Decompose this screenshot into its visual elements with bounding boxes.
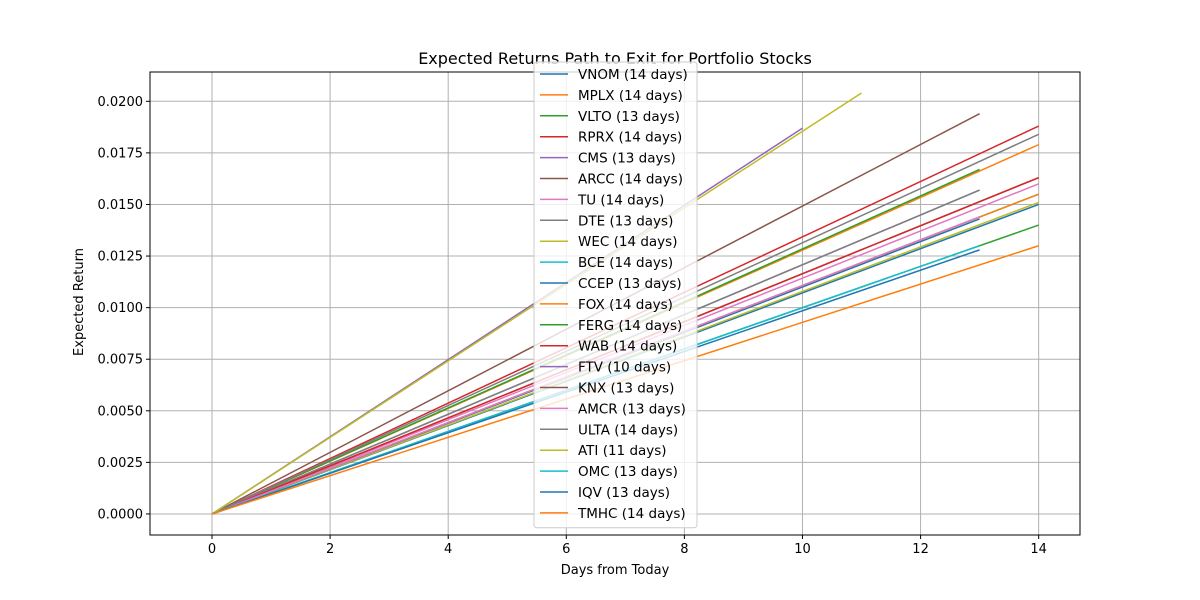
y-tick-label: 0.0075 (98, 353, 144, 368)
legend-label-omc: OMC (13 days) (578, 464, 678, 480)
x-tick-label: 0 (208, 542, 216, 557)
y-tick-label: 0.0175 (98, 146, 144, 161)
legend-label-ati: ATI (11 days) (578, 443, 667, 459)
x-tick-label: 2 (326, 542, 334, 557)
legend-label-ferg: FERG (14 days) (578, 318, 682, 334)
legend-label-mplx: MPLX (14 days) (578, 88, 683, 104)
legend-label-fox: FOX (14 days) (578, 297, 673, 313)
legend-label-ulta: ULTA (14 days) (578, 422, 678, 438)
y-axis: 0.0000 0.0025 0.0050 0.0075 0.0100 0.0125 0.01… (98, 95, 150, 522)
y-tick-label: 0.0125 (98, 250, 144, 265)
y-tick-label: 0.0025 (98, 456, 144, 471)
y-tick-label: 0.0150 (98, 198, 144, 213)
legend-label-cms: CMS (13 days) (578, 151, 676, 167)
legend-label-iqv: IQV (13 days) (578, 485, 670, 501)
y-axis-label: Expected Return (72, 248, 87, 356)
legend-label-dte: DTE (13 days) (578, 213, 673, 229)
x-tick-label: 6 (562, 542, 570, 557)
legend-label-tmhc: TMHC (14 days) (577, 506, 686, 522)
legend-label-amcr: AMCR (13 days) (578, 401, 686, 417)
legend-label-bce: BCE (14 days) (578, 255, 673, 271)
legend-label-rprx: RPRX (14 days) (578, 130, 682, 146)
legend-label-knx: KNX (13 days) (578, 381, 674, 397)
legend-label-vlto: VLTO (13 days) (578, 109, 680, 125)
x-axis: 0 2 4 6 8 10 12 14 (208, 535, 1047, 557)
x-tick-label: 10 (794, 542, 811, 557)
x-tick-label: 8 (680, 542, 688, 557)
chart-title: Expected Returns Path to Exit for Portfo… (418, 49, 812, 68)
legend-label-arcc: ARCC (14 days) (578, 172, 683, 188)
y-tick-label: 0.0050 (98, 404, 144, 419)
x-axis-label: Days from Today (561, 563, 670, 578)
legend-label-vnom: VNOM (14 days) (578, 67, 688, 83)
legend-box (533, 61, 698, 529)
x-tick-label: 4 (444, 542, 452, 557)
x-tick-label: 12 (912, 542, 929, 557)
x-tick-label: 14 (1030, 542, 1047, 557)
legend-label-ccep: CCEP (13 days) (578, 276, 682, 292)
legend-label-tu: TU (14 days) (577, 192, 664, 208)
legend: VNOM (14 days) MPLX (14 days) VLTO (13 day… (533, 61, 698, 529)
legend-label-ftv: FTV (10 days) (578, 360, 671, 376)
legend-label-wab: WAB (14 days) (578, 339, 677, 355)
y-tick-label: 0.0100 (98, 301, 144, 316)
y-tick-label: 0.0000 (98, 507, 144, 522)
y-tick-label: 0.0200 (98, 95, 144, 110)
legend-label-wec: WEC (14 days) (578, 234, 677, 250)
